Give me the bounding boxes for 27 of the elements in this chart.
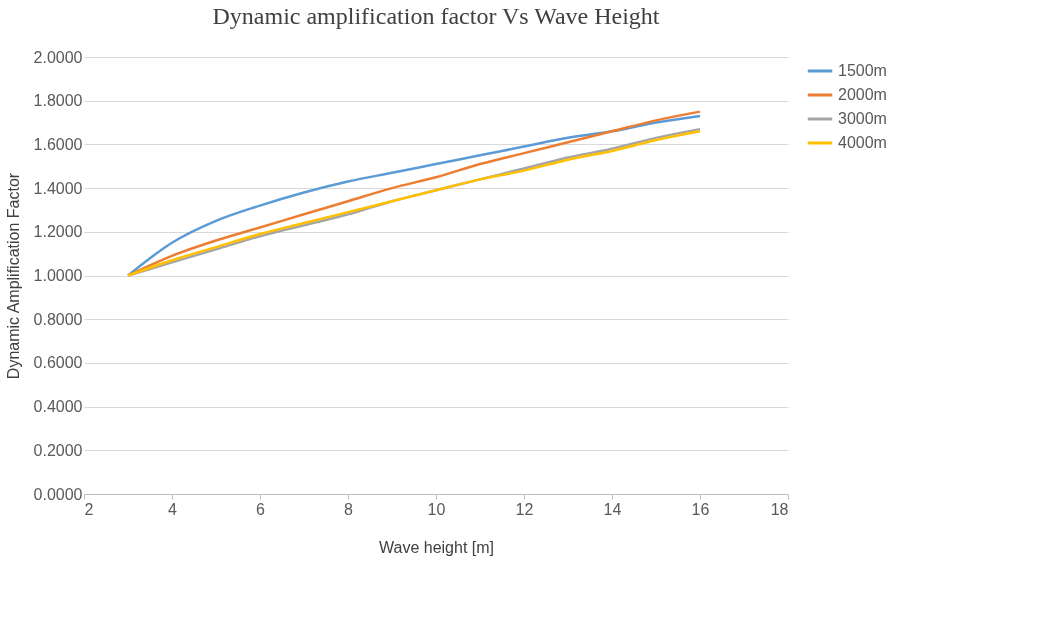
legend-label: 2000m — [838, 86, 887, 103]
y-tick-label: 0.8000 — [33, 310, 83, 328]
y-axis-title: Dynamic Amplification Factor — [4, 172, 22, 380]
chart-title: Dynamic amplification factor Vs Wave Height — [212, 3, 660, 29]
y-tick-label: 0.2000 — [33, 441, 83, 459]
y-tick-label: 1.2000 — [33, 223, 83, 241]
x-tick-label: 6 — [256, 500, 266, 518]
x-tick-label: 16 — [691, 500, 710, 518]
legend-label: 1500m — [838, 62, 887, 79]
y-tick-label: 0.6000 — [33, 354, 83, 372]
x-tick-label: 18 — [770, 500, 789, 518]
x-tick-label: 10 — [427, 500, 446, 518]
y-tick-label: 1.8000 — [33, 92, 83, 110]
y-tick-label: 0.0000 — [33, 485, 83, 503]
x-tick-label: 12 — [515, 500, 534, 518]
legend-label: 4000m — [838, 134, 887, 151]
x-tick-label: 14 — [603, 500, 622, 518]
x-axis-title: Wave height [m] — [378, 538, 495, 556]
y-tick-label: 1.4000 — [33, 179, 83, 197]
y-tick-label: 0.4000 — [33, 398, 83, 416]
y-tick-label: 1.6000 — [33, 135, 83, 153]
legend-label: 3000m — [838, 110, 887, 127]
y-tick-label: 2.0000 — [33, 48, 83, 66]
y-tick-label: 1.0000 — [33, 267, 83, 284]
x-tick-label: 4 — [168, 500, 178, 518]
x-tick-label: 8 — [344, 500, 354, 518]
x-tick-label: 2 — [84, 500, 94, 518]
